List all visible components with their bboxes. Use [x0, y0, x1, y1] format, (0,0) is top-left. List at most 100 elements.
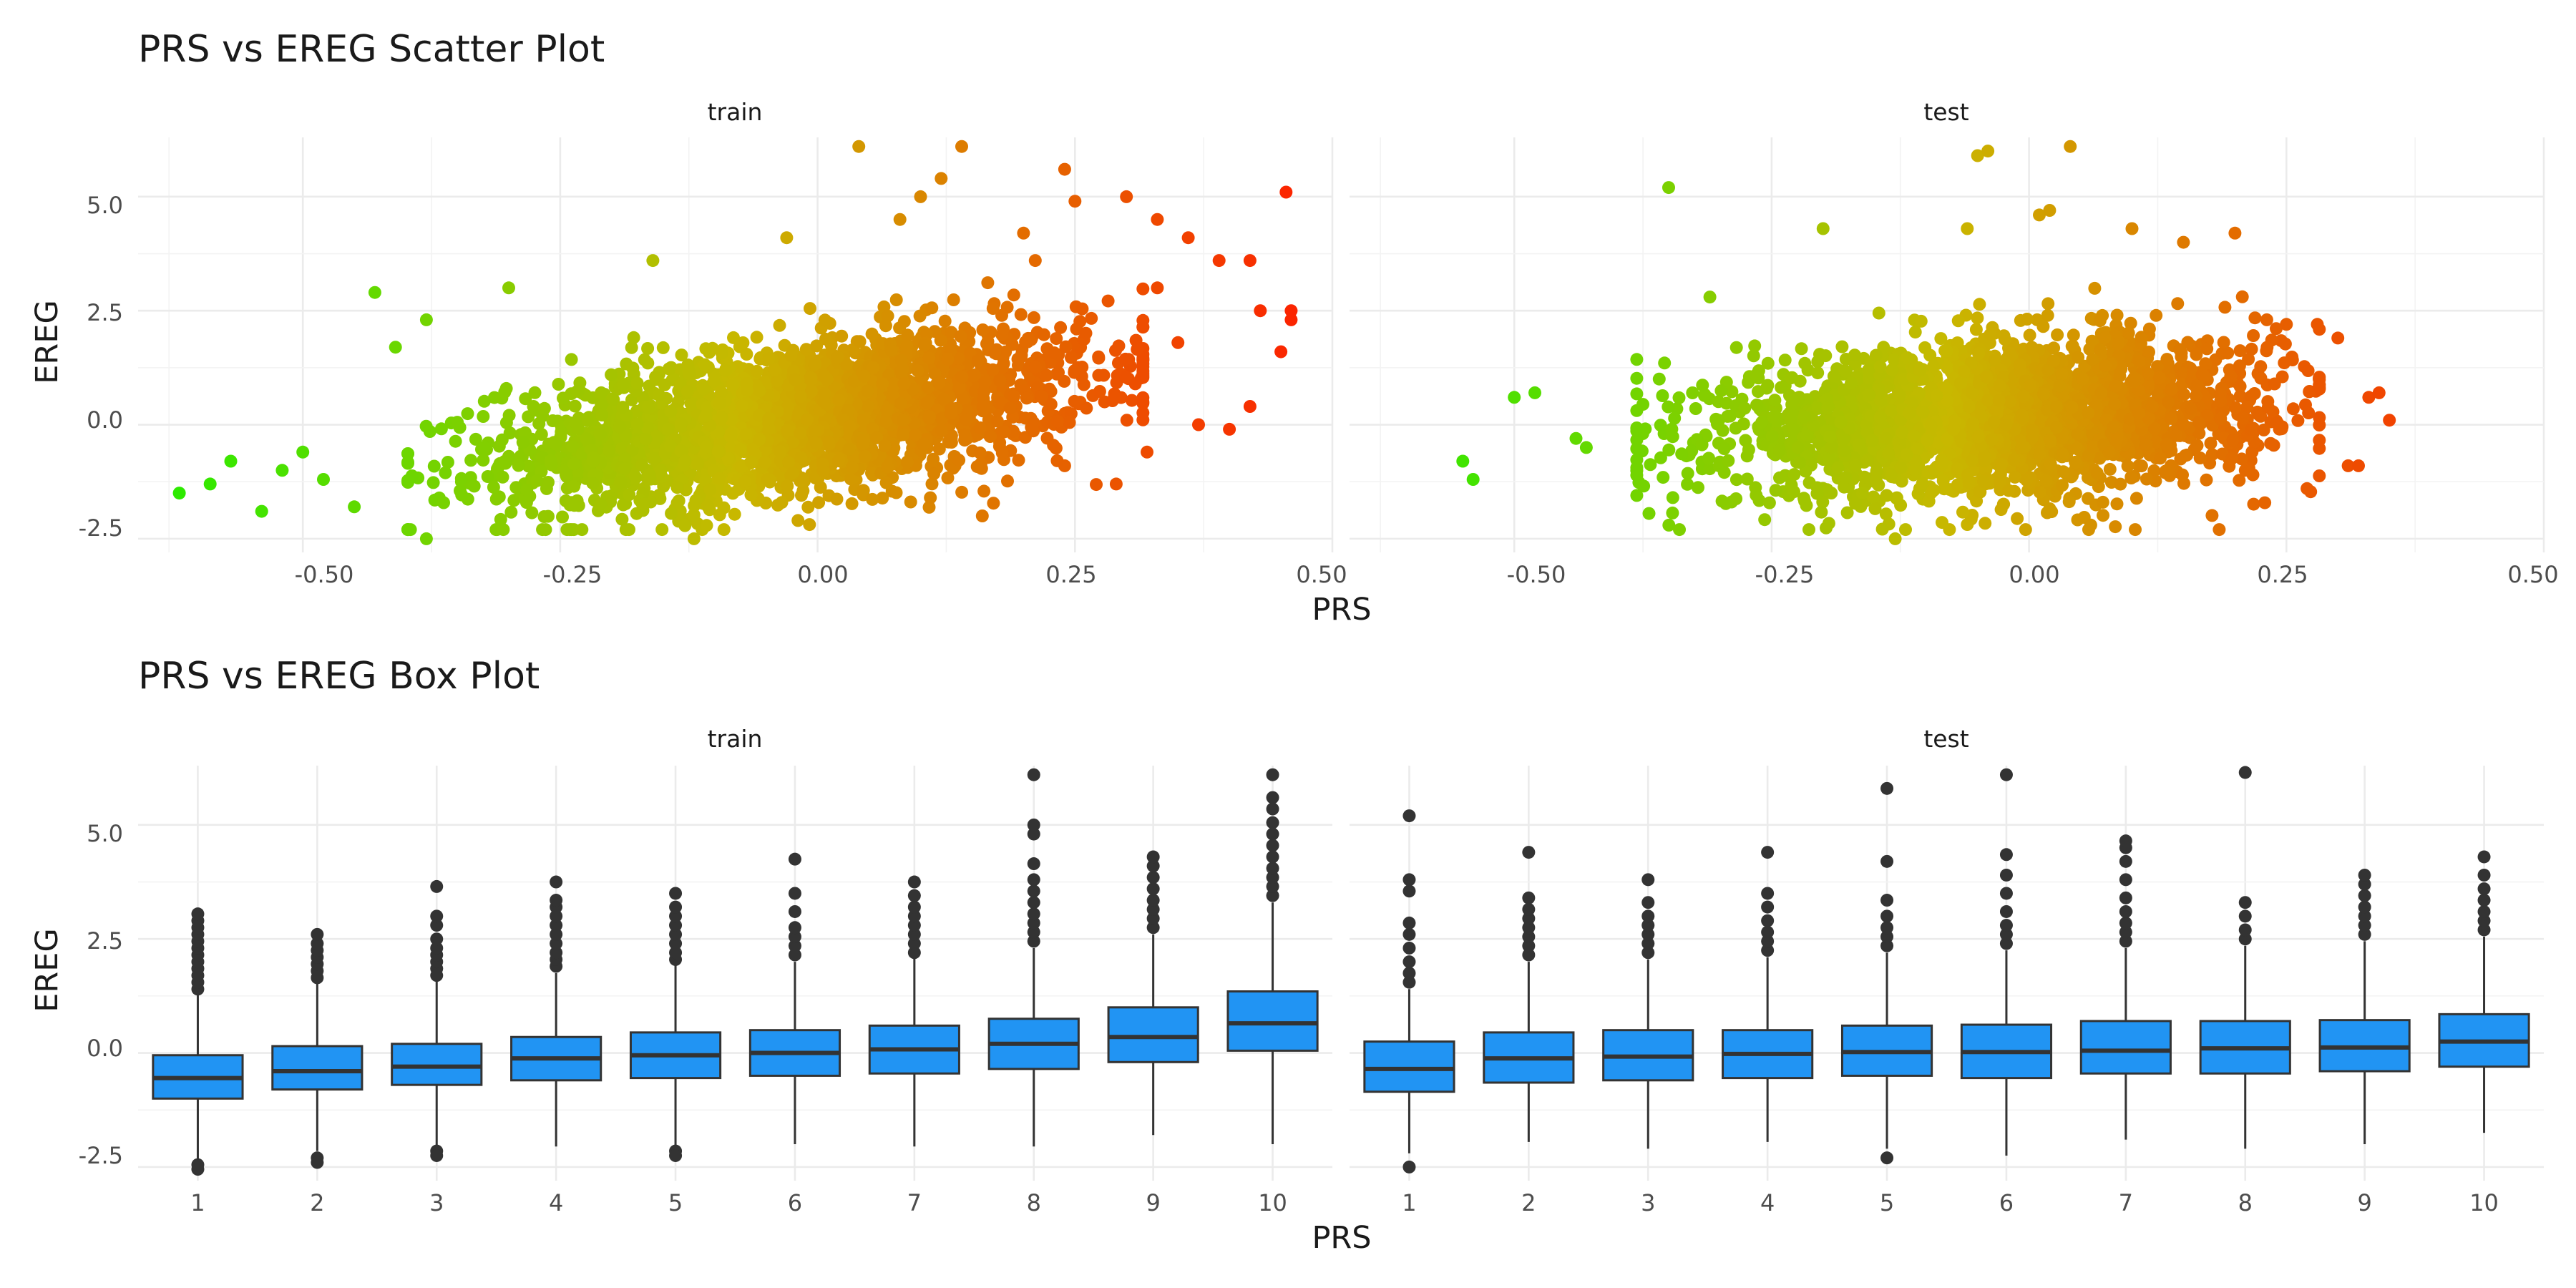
scatter-point — [884, 343, 898, 357]
scatter-point — [661, 422, 675, 436]
scatter-point — [1106, 394, 1119, 407]
scatter-point — [641, 421, 654, 435]
scatter-point — [947, 293, 960, 306]
scatter-point — [496, 470, 509, 484]
scatter-point — [2140, 472, 2153, 486]
scatter-point — [1908, 326, 1922, 339]
scatter-point — [535, 428, 548, 441]
scatter-point — [1058, 162, 1071, 176]
scatter-point — [1996, 497, 2010, 511]
scatter-point — [1652, 372, 1666, 386]
scatter-point — [817, 395, 831, 409]
scatter-point — [753, 384, 766, 398]
scatter-point — [847, 374, 861, 388]
scatter-point — [1722, 454, 1735, 467]
scatter-point — [955, 140, 968, 153]
scatter-point — [842, 442, 856, 456]
scatter-point — [1791, 441, 1805, 454]
scatter-point — [983, 430, 997, 443]
scatter-point — [389, 341, 402, 354]
scatter-point — [2096, 495, 2109, 509]
scatter-point — [866, 492, 879, 506]
scatter-point — [1017, 226, 1030, 240]
scatter-point — [758, 455, 772, 469]
scatter-point — [665, 507, 678, 520]
scatter-point — [857, 484, 870, 497]
scatter-point — [876, 492, 889, 505]
scatter-point — [1029, 361, 1042, 374]
scatter-point — [674, 444, 688, 457]
scatter-point — [502, 281, 515, 295]
scatter-point — [697, 382, 711, 396]
scatter-point — [981, 276, 995, 290]
scatter-point — [804, 384, 818, 398]
scatter-point — [960, 404, 974, 417]
scatter-point — [1136, 321, 1150, 334]
scatter-point — [831, 351, 844, 364]
scatter-point — [2270, 322, 2283, 336]
scatter-point — [2214, 412, 2228, 425]
scatter-point — [808, 424, 821, 438]
scatter-point — [881, 460, 894, 474]
scatter-point — [547, 436, 561, 449]
scatter-point — [1068, 364, 1081, 377]
scatter-point — [818, 313, 831, 327]
scatter-point — [987, 497, 1000, 510]
scatter-point — [952, 381, 966, 395]
scatter-point — [569, 416, 582, 429]
scatter-point — [788, 373, 801, 386]
scatter-point — [844, 472, 857, 486]
scatter-point — [348, 500, 361, 514]
scatter-point — [835, 329, 849, 343]
scatter-point — [2039, 474, 2053, 487]
scatter-point — [2291, 414, 2305, 427]
scatter-point — [736, 336, 750, 349]
scatter-point — [587, 454, 600, 468]
scatter-point — [1008, 389, 1020, 403]
scatter-point — [1951, 478, 1964, 492]
scatter-point — [552, 378, 565, 391]
scatter-point — [648, 452, 662, 465]
scatter-point — [1642, 507, 1656, 520]
scatter-point — [1052, 366, 1065, 379]
scatter-point — [481, 470, 494, 483]
scatter-point — [1748, 339, 1762, 353]
scatter-point — [1136, 357, 1150, 371]
scatter-point — [1778, 353, 1792, 367]
scatter-point — [2051, 328, 2064, 341]
scatter-point — [999, 345, 1013, 358]
scatter-point — [423, 425, 436, 438]
scatter-point — [427, 459, 441, 473]
scatter-point — [711, 444, 725, 458]
scatter-point — [1131, 343, 1144, 356]
scatter-point — [567, 457, 581, 471]
scatter-point — [593, 427, 607, 441]
scatter-point — [735, 460, 748, 474]
scatter-point — [2190, 348, 2203, 361]
scatter-point — [580, 432, 593, 445]
scatter-point — [1951, 314, 1965, 328]
scatter-point — [654, 463, 668, 477]
scatter-point — [1151, 281, 1164, 295]
scatter-point — [1141, 445, 1153, 459]
scatter-point — [786, 466, 800, 479]
scatter-point — [1068, 394, 1081, 408]
scatter-point — [852, 140, 866, 153]
scatter-point — [830, 492, 844, 506]
scatter-point — [1969, 323, 1983, 336]
scatter-point — [637, 497, 650, 511]
scatter-point — [1093, 385, 1106, 398]
scatter-point — [941, 471, 955, 484]
scatter-point — [586, 477, 600, 490]
scatter-point — [1729, 341, 1743, 354]
scatter-point — [641, 342, 655, 355]
scatter-point — [1815, 505, 1828, 519]
scatter-point — [419, 532, 433, 545]
scatter-point — [317, 473, 330, 486]
scatter-point — [978, 376, 992, 389]
scatter-point — [516, 436, 530, 449]
scatter-point — [1914, 314, 1928, 328]
scatter-point — [784, 349, 798, 363]
scatter-point — [675, 348, 688, 362]
scatter-point — [498, 386, 512, 399]
